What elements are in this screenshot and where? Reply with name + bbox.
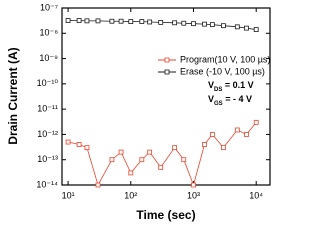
annotation-main: V	[208, 94, 214, 104]
data-point	[109, 18, 115, 24]
page: Time (sec) Drain Current (A) 10⁻⁷ 10⁻⁸ 10⁻…	[6, 2, 271, 223]
data-point	[234, 127, 240, 133]
y-tick-label: 10⁻⁷	[40, 2, 58, 12]
x-tick-label: 10²	[124, 190, 137, 200]
data-point	[202, 142, 207, 147]
annotation-sub: GS	[214, 101, 223, 107]
data-point	[76, 18, 82, 23]
data-point	[95, 18, 101, 24]
legend-marker	[164, 57, 170, 63]
y-tick-label: 10⁻¹²	[37, 129, 58, 139]
y-tick-label: 10⁻¹³	[37, 154, 58, 164]
data-point	[244, 25, 249, 31]
data-point	[191, 21, 196, 27]
y-tick-label: 10⁻⁹	[39, 53, 58, 63]
data-point	[128, 170, 134, 176]
x-tick-label: 10¹	[62, 190, 75, 200]
chart: Time (sec) Drain Current (A) 10⁻⁷ 10⁻⁸ 10⁻…	[6, 2, 271, 222]
data-point	[253, 27, 259, 32]
data-point	[147, 19, 153, 25]
legend-marker	[164, 69, 170, 75]
data-point	[118, 18, 124, 24]
y-axis-label: Drain Current (A)	[6, 47, 20, 144]
data-point	[191, 182, 196, 188]
data-point	[158, 19, 164, 25]
data-point	[65, 139, 71, 145]
annotation-sub: DS	[214, 87, 222, 93]
y-tick-label: 10⁻¹⁴	[36, 179, 58, 189]
plot-frame	[61, 7, 271, 186]
data-point	[172, 145, 178, 151]
data-point	[221, 145, 226, 151]
data-point	[109, 157, 115, 163]
data-point	[128, 19, 134, 24]
data-point	[158, 164, 164, 170]
annotation-rest: = 0.1 V	[222, 80, 253, 90]
annotation: VDS = 0.1 V	[208, 80, 254, 92]
y-tick-label: 10⁻⁸	[39, 28, 58, 38]
data-point	[221, 23, 226, 29]
annotation-main: V	[208, 80, 214, 90]
data-point	[65, 18, 71, 23]
legend-label: Program(10 V, 100 µs)	[180, 54, 270, 64]
x-axis-label: Time (sec)	[136, 208, 195, 222]
data-point	[172, 20, 178, 26]
x-tick-label: 10³	[187, 190, 200, 200]
data-point	[118, 149, 124, 155]
annotation: VGS = - 4 V	[208, 94, 252, 106]
y-tick-label: 10⁻¹¹	[37, 104, 58, 114]
legend-label: Erase (-10 V, 100 µs)	[180, 66, 265, 76]
data-point	[147, 149, 153, 155]
data-point	[244, 132, 249, 137]
annotation-rest: = - 4 V	[223, 94, 252, 104]
data-point	[139, 157, 145, 163]
data-point	[234, 24, 240, 30]
data-point	[202, 21, 207, 27]
data-point	[181, 20, 187, 26]
y-tick-label: 10⁻¹⁰	[37, 78, 59, 88]
data-point	[209, 22, 215, 28]
data-point	[209, 132, 215, 137]
data-point	[84, 145, 90, 151]
data-point	[181, 157, 187, 163]
data-point	[139, 19, 145, 24]
data-point	[84, 18, 90, 24]
series-line	[67, 122, 257, 187]
x-tick-label: 10⁴	[249, 190, 263, 200]
data-point	[95, 182, 101, 188]
data-point	[253, 119, 259, 125]
data-point	[76, 142, 82, 147]
